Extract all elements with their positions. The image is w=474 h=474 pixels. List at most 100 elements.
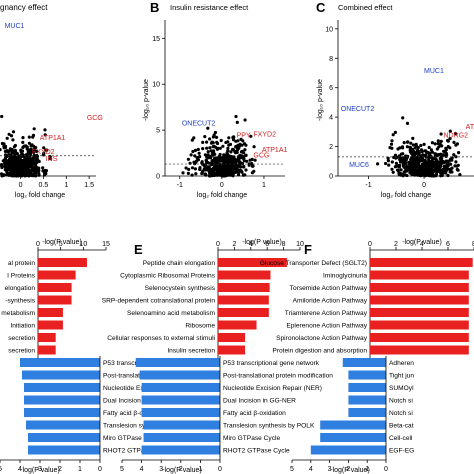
volcano-c-point bbox=[413, 151, 417, 155]
volcano-b-point bbox=[222, 160, 226, 164]
panel-title-b: Insulin resistance effect bbox=[170, 3, 249, 12]
bars-e-up-tick-label: 0 bbox=[216, 241, 220, 248]
volcano-a-point bbox=[2, 142, 6, 146]
volcano-b-point bbox=[250, 171, 254, 175]
volcano-a-point bbox=[34, 149, 39, 153]
bars-e-down-bar bbox=[141, 408, 220, 417]
volcano-b-point bbox=[203, 135, 207, 139]
bars-d-down-tick-label: 4 bbox=[18, 466, 22, 473]
volcano-c-point bbox=[398, 157, 402, 162]
volcano-a-point bbox=[4, 149, 9, 153]
bars-d-down-bar bbox=[24, 408, 100, 417]
volcano-a-point bbox=[37, 173, 41, 177]
bars-e-down-label: RHOT2 GTPase Cycle bbox=[223, 448, 290, 455]
volcano-a-point bbox=[37, 166, 41, 170]
bars-e-down-bar bbox=[141, 395, 220, 405]
bars-f-up-bar bbox=[370, 333, 469, 342]
volcano-a-point bbox=[18, 157, 22, 161]
volcano-c-point bbox=[427, 145, 431, 150]
bars-d-up-bar bbox=[38, 333, 56, 342]
bars-e-up-bars bbox=[218, 258, 287, 355]
volcano-a-point bbox=[8, 164, 12, 168]
bars-f-down-bar bbox=[348, 370, 386, 380]
volcano-b-y-tick-label: 5 bbox=[156, 128, 160, 135]
bars-e-down-label: Translesion synthesis by POLK bbox=[223, 423, 315, 430]
volcano-a-point bbox=[0, 163, 4, 167]
volcano-b-point bbox=[211, 170, 215, 175]
volcano-b-point bbox=[198, 155, 202, 159]
bars-e-up-bar bbox=[218, 270, 271, 280]
bars-d-up-bar bbox=[38, 295, 72, 305]
volcano-b-point bbox=[240, 161, 245, 166]
volcano-b-point bbox=[220, 166, 224, 170]
volcano-a-point bbox=[44, 148, 48, 152]
volcano-c-x-ticks: -1 0 bbox=[365, 176, 426, 189]
volcano-a-point bbox=[7, 172, 11, 176]
bars-e-down-bar bbox=[141, 383, 220, 392]
bars-d-up-bar bbox=[38, 270, 76, 280]
volcano-c-point bbox=[389, 142, 394, 146]
volcano-a-point bbox=[37, 168, 41, 173]
volcano-c-point bbox=[422, 171, 426, 175]
bars-f-down-tick-label: 5 bbox=[290, 466, 294, 473]
bars-e-axis-label: -log(P value) bbox=[242, 239, 282, 246]
volcano-c-point bbox=[430, 150, 435, 154]
volcano-b-point bbox=[213, 130, 217, 135]
bars-d-up-label: metabolism bbox=[1, 310, 35, 317]
volcano-a-point bbox=[32, 173, 37, 177]
volcano-a-point bbox=[11, 162, 15, 166]
volcano-b-xlabel: log₂ fold change bbox=[197, 192, 247, 199]
bars-f-up-bars bbox=[370, 258, 473, 355]
volcano-b-point bbox=[219, 159, 223, 163]
volcano-b-point bbox=[249, 134, 253, 138]
bars-f-up-tick-label: 2 bbox=[394, 241, 398, 248]
volcano-b-point bbox=[241, 139, 245, 143]
volcano-b-point bbox=[190, 138, 194, 142]
volcano-a-point bbox=[43, 128, 47, 132]
volcano-b-point bbox=[232, 159, 236, 163]
volcano-c-point bbox=[442, 161, 446, 165]
volcano-a-point bbox=[3, 164, 7, 168]
bars-e-up-bar bbox=[218, 345, 246, 355]
volcano-b-point bbox=[205, 155, 209, 159]
volcano-c-point bbox=[444, 146, 448, 150]
volcano-a-point bbox=[25, 166, 29, 170]
volcano-c-y-ticks: 0 2 4 6 8 10 bbox=[325, 26, 338, 181]
volcano-b-point bbox=[234, 114, 238, 119]
volcano-b-point bbox=[208, 137, 212, 141]
bars-e: -log(P value) 0 2 4 6 8 10 Peptide chain elon… bbox=[102, 239, 334, 474]
bars-e-down-bar bbox=[143, 420, 220, 430]
bars-e-up-label: SRP-dependent cotranslational protein bbox=[102, 298, 216, 305]
volcano-b-point bbox=[211, 141, 215, 145]
volcano-a-point bbox=[34, 169, 38, 173]
bars-e-down-bar bbox=[143, 433, 220, 442]
volcano-a-point bbox=[43, 168, 47, 173]
volcano-c-point bbox=[426, 173, 430, 177]
volcano-c-point bbox=[412, 168, 416, 172]
bars-e-down-tick-label: 3 bbox=[159, 466, 163, 473]
bars-d-up-tick-label: 5 bbox=[59, 241, 63, 248]
bars-d-down-bar bbox=[24, 383, 100, 392]
bars-f-up-bar bbox=[370, 258, 473, 267]
bars-f-up-label: Amiloride Action Pathway bbox=[293, 298, 368, 305]
volcano-a-x-tick-label: 0 bbox=[19, 182, 23, 189]
volcano-c-y-tick-label: 0 bbox=[329, 174, 333, 181]
bars-d-up-bar bbox=[38, 258, 87, 267]
bars-f-up-bar bbox=[370, 320, 469, 330]
volcano-a-point bbox=[21, 154, 25, 158]
volcano-b-point bbox=[190, 166, 195, 170]
volcano-b-point bbox=[234, 170, 238, 174]
volcano-b-point bbox=[244, 168, 248, 172]
volcano-a-point bbox=[10, 149, 14, 153]
volcano-b-point bbox=[236, 159, 240, 163]
bars-f-up-tick-label: 4 bbox=[420, 241, 424, 248]
bars-f-down-label: Cell-cell bbox=[389, 435, 413, 442]
bars-d-up-label: elongation bbox=[5, 285, 36, 292]
bars-e-down-tick-label: 2 bbox=[179, 466, 183, 473]
volcano-b-point bbox=[206, 126, 210, 130]
bars-d-down-label: Fatty acid β-oxidation bbox=[103, 410, 166, 417]
volcano-a-point bbox=[28, 165, 32, 169]
volcano-a-point bbox=[5, 173, 9, 177]
